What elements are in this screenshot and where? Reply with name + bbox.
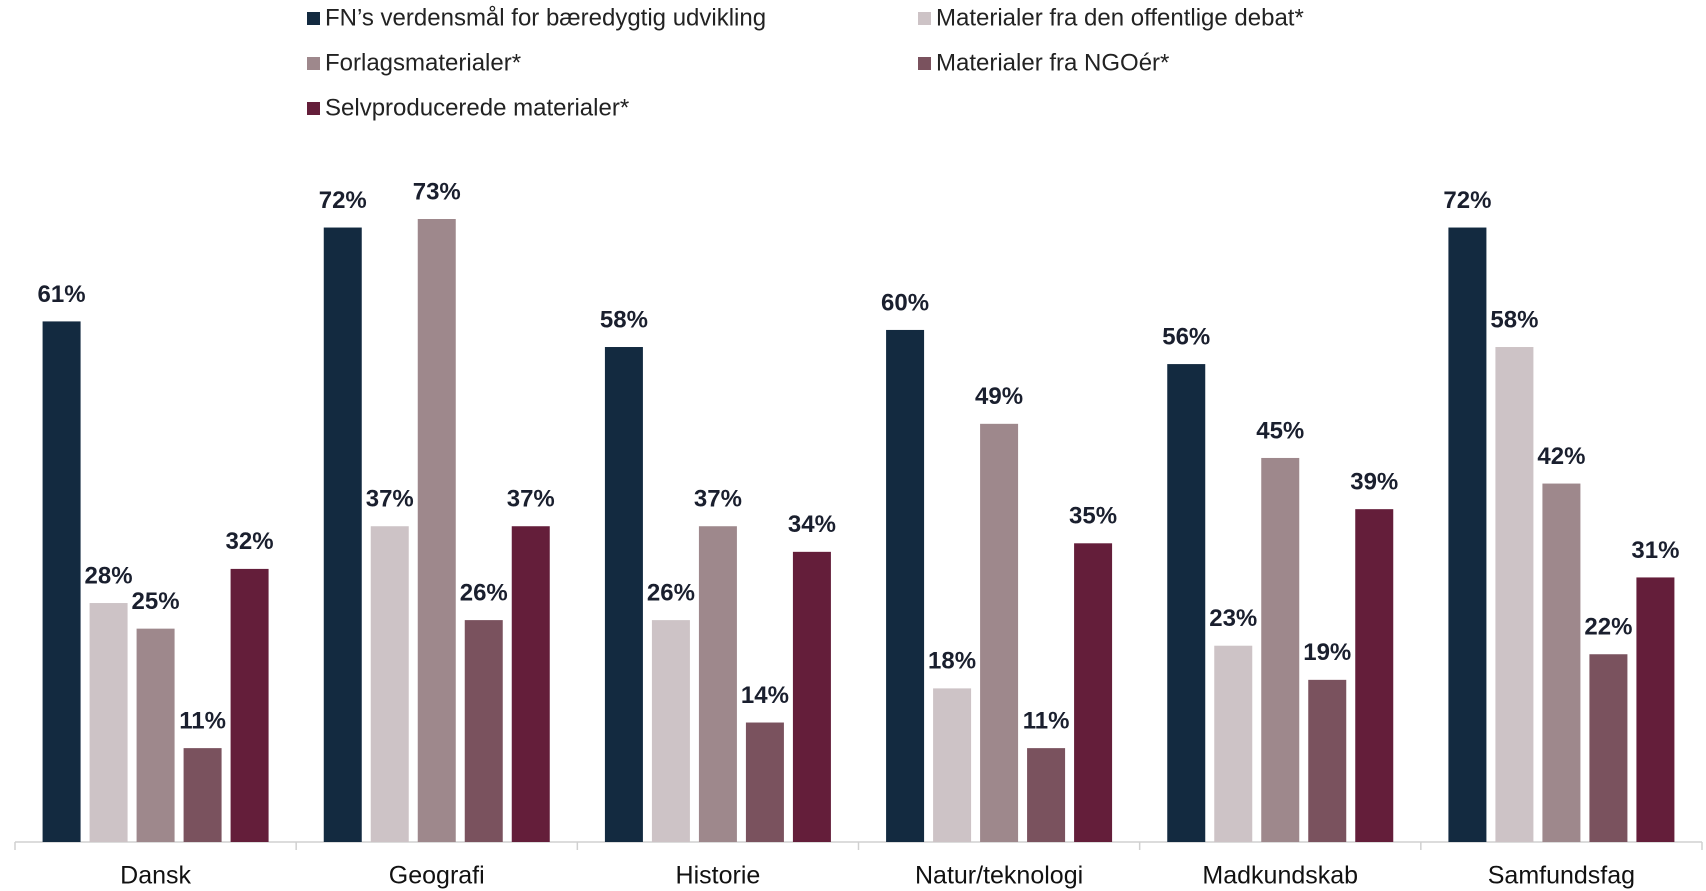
legend-swatch [307, 102, 320, 115]
legend-label: Materialer fra den offentlige debat* [936, 4, 1304, 31]
data-label: 26% [647, 579, 695, 606]
data-label: 11% [179, 707, 226, 734]
data-label: 26% [460, 579, 508, 606]
data-label: 61% [38, 281, 86, 308]
data-label: 19% [1303, 639, 1351, 666]
data-label: 11% [1023, 707, 1070, 734]
x-tick-label: Samfundsfag [1488, 862, 1635, 890]
data-label: 35% [1069, 503, 1117, 530]
bar [933, 688, 972, 842]
x-tick-label: Dansk [120, 862, 191, 890]
bar [1308, 679, 1347, 842]
bar [698, 526, 737, 842]
bar [42, 321, 81, 842]
bar [1589, 654, 1628, 842]
legend-label: FN’s verdensmål for bæredygtig udvikling [325, 4, 766, 31]
bar [464, 620, 503, 842]
data-label: 58% [1490, 306, 1538, 333]
bar [1214, 645, 1253, 842]
x-tick-label: Historie [676, 862, 761, 890]
bar [1074, 543, 1113, 842]
data-label: 32% [226, 528, 274, 555]
data-label: 39% [1350, 469, 1398, 496]
bar [323, 227, 362, 842]
data-label: 49% [975, 383, 1023, 410]
x-tick-label: Geografi [389, 862, 485, 890]
data-label: 22% [1584, 614, 1632, 641]
bar [183, 748, 222, 842]
data-label: 34% [788, 511, 836, 538]
bar [1636, 577, 1675, 842]
data-label: 56% [1162, 323, 1210, 350]
data-label: 23% [1209, 605, 1257, 632]
bar [604, 347, 643, 842]
data-label: 28% [85, 562, 133, 589]
bar [89, 603, 128, 842]
data-label: 18% [928, 648, 976, 675]
bar [980, 423, 1019, 842]
data-label: 73% [413, 178, 461, 205]
legend-label: Forlagsmaterialer* [325, 49, 521, 76]
data-label: 72% [319, 187, 367, 214]
bar [651, 620, 690, 842]
bar [417, 219, 456, 842]
data-label: 37% [366, 486, 414, 513]
x-tick-label: Madkundskab [1202, 862, 1358, 890]
data-label: 37% [694, 486, 742, 513]
legend-label: Selvproducerede materialer* [325, 94, 629, 121]
bar [1448, 227, 1487, 842]
data-label: 58% [600, 306, 648, 333]
bar [1167, 364, 1206, 842]
data-label: 72% [1443, 187, 1491, 214]
bar [1542, 483, 1581, 842]
bar [370, 526, 409, 842]
legend-swatch [307, 57, 320, 70]
bar [1261, 457, 1300, 842]
bar [136, 628, 175, 842]
bar [230, 568, 269, 842]
bar [1495, 347, 1534, 842]
bar [511, 526, 550, 842]
legend-swatch [307, 12, 320, 25]
bar [792, 551, 831, 842]
bar [1027, 748, 1066, 842]
data-label: 37% [507, 486, 555, 513]
bar [745, 722, 784, 842]
bar [886, 329, 925, 842]
data-label: 45% [1256, 417, 1304, 444]
x-tick-label: Natur/teknologi [915, 862, 1083, 890]
data-label: 42% [1537, 443, 1585, 470]
data-label: 31% [1631, 537, 1679, 564]
data-label: 60% [881, 289, 929, 316]
legend-swatch [918, 57, 931, 70]
legend-swatch [918, 12, 931, 25]
legend-label: Materialer fra NGOér* [936, 49, 1169, 76]
data-label: 25% [132, 588, 180, 615]
bar [1355, 509, 1394, 842]
data-label: 14% [741, 682, 789, 709]
